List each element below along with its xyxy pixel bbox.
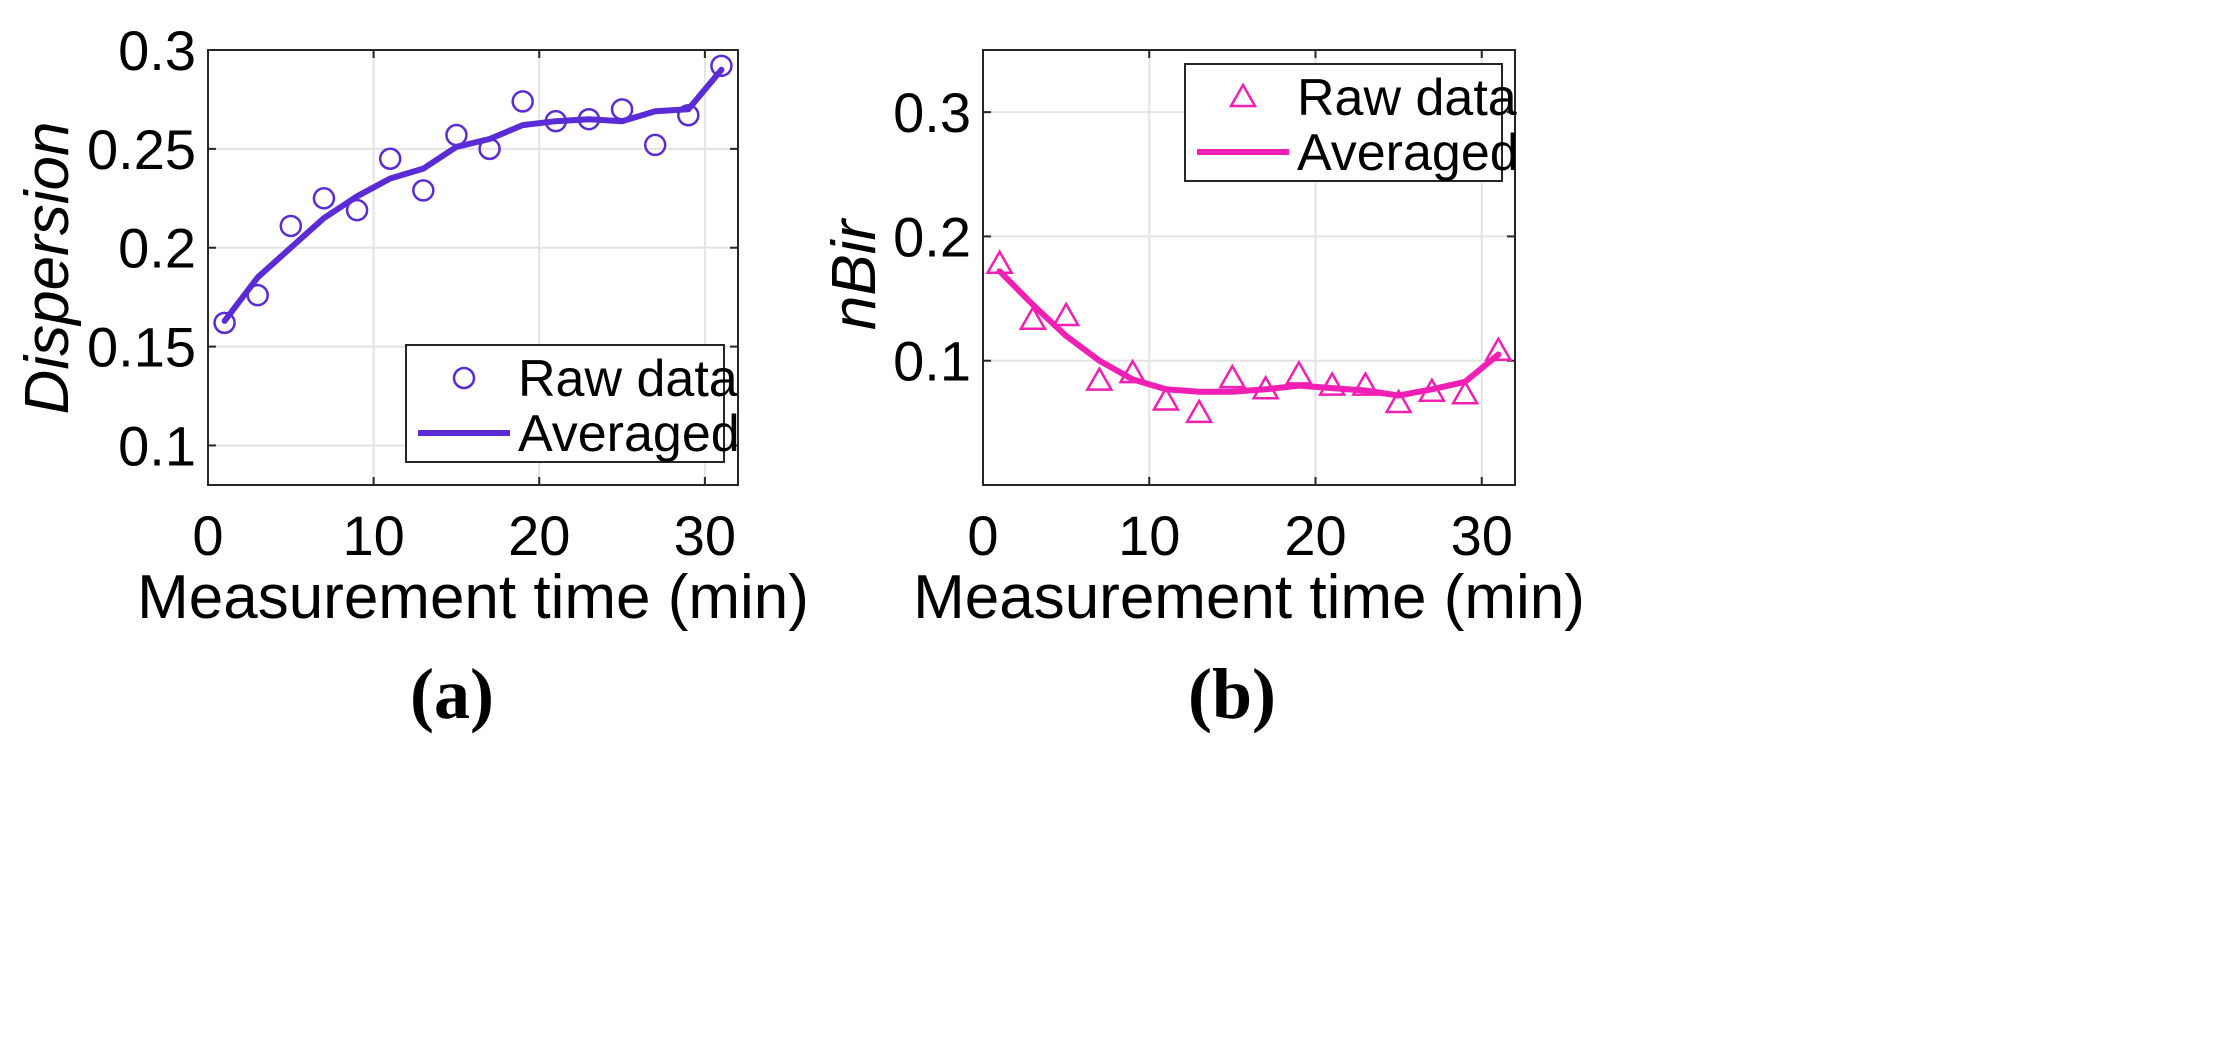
chart1-averaged-line bbox=[996, 268, 1502, 399]
chart1-raw-point-1 bbox=[1018, 305, 1048, 330]
chart0-raw-point-7 bbox=[445, 123, 468, 147]
chart1-panel-label: (b) bbox=[1188, 654, 1276, 734]
chart1-raw-point-2 bbox=[1051, 301, 1081, 327]
chart1-raw-point-5 bbox=[1151, 385, 1181, 411]
chart1-raw-point-4 bbox=[1118, 358, 1147, 384]
chart0-x-tick-label-3: 30 bbox=[674, 504, 736, 567]
chart1-y-tick-label-0: 0.1 bbox=[893, 330, 971, 393]
chart0-raw-point-5 bbox=[378, 147, 402, 170]
chart0-raw-point-15 bbox=[710, 54, 733, 78]
chart1-raw-point-14 bbox=[1450, 379, 1480, 405]
chart0-y-tick-label-0: 0.1 bbox=[118, 414, 196, 477]
chart1-raw-point-3 bbox=[1085, 366, 1114, 391]
chart1-legend-averaged-label: Averaged bbox=[1297, 124, 1519, 182]
chart0-raw-point-12 bbox=[610, 98, 634, 121]
chart0-raw-point-14 bbox=[677, 104, 700, 127]
chart1-raw-point-9 bbox=[1284, 359, 1314, 385]
chart1-y-axis-label: nBir bbox=[820, 218, 889, 331]
chart0-legend-raw-label: Raw data bbox=[518, 350, 738, 408]
chart1-legend-box bbox=[1184, 63, 1503, 182]
chart0-raw-point-0 bbox=[213, 311, 236, 335]
chart1-raw-point-12 bbox=[1384, 388, 1413, 414]
panel-a: 0 10 20 30 0.1 0.15 0.2 0.25 0.3 Measurement time… bbox=[13, 19, 809, 734]
chart0-raw-point-6 bbox=[412, 179, 435, 202]
chart0-y-axis-label: Dispersion bbox=[13, 122, 82, 415]
chart1-x-tick-label-2: 20 bbox=[1284, 504, 1346, 567]
chart1-raw-point-15 bbox=[1484, 336, 1513, 362]
chart0-y-tick-label-2: 0.2 bbox=[118, 217, 196, 280]
chart0-raw-point-2 bbox=[279, 214, 303, 238]
chart1-y-tick-label-1: 0.2 bbox=[893, 205, 971, 268]
chart1-raw-point-6 bbox=[1184, 398, 1214, 424]
chart0-legend-box bbox=[405, 344, 725, 463]
chart1-raw-point-7 bbox=[1218, 363, 1247, 389]
chart1-raw-point-0 bbox=[985, 249, 1014, 275]
chart0-panel-label: (a) bbox=[410, 654, 494, 734]
chart0-axes-box bbox=[207, 49, 739, 486]
chart1-x-axis-label: Measurement time (min) bbox=[913, 563, 1585, 632]
chart0-raw-point-1 bbox=[246, 283, 269, 307]
chart1-raw-point-8 bbox=[1251, 374, 1280, 400]
chart0-legend-averaged-label: Averaged bbox=[518, 405, 740, 463]
chart0-raw-point-9 bbox=[511, 90, 534, 113]
chart1-legend-raw-label: Raw data bbox=[1297, 69, 1517, 127]
chart0-x-tick-label-0: 0 bbox=[192, 504, 223, 567]
chart1-raw-point-11 bbox=[1351, 371, 1380, 396]
chart0-x-tick-label-2: 20 bbox=[508, 504, 570, 567]
chart1-x-tick-label-1: 10 bbox=[1118, 504, 1180, 567]
chart0-raw-point-8 bbox=[478, 137, 501, 161]
chart1-x-tick-label-3: 30 bbox=[1451, 504, 1513, 567]
chart1-raw-point-13 bbox=[1417, 377, 1447, 403]
chart0-x-axis-label: Measurement time (min) bbox=[137, 563, 809, 632]
chart1-axes-box bbox=[982, 49, 1516, 486]
chart1-raw-point-10 bbox=[1317, 371, 1347, 396]
chart0-raw-point-13 bbox=[643, 133, 667, 157]
chart1-x-tick-label-0: 0 bbox=[967, 504, 998, 567]
chart0-legend-raw-marker bbox=[452, 366, 476, 390]
chart0-x-tick-label-1: 10 bbox=[342, 504, 404, 567]
panel-b: 0 10 20 30 0.1 0.2 0.3 Measurement time (min) nB… bbox=[820, 49, 1585, 734]
chart0-y-tick-label-4: 0.3 bbox=[118, 19, 196, 82]
chart0-raw-point-10 bbox=[544, 109, 568, 133]
chart0-y-tick-label-1: 0.15 bbox=[87, 316, 196, 379]
chart0-y-tick-label-3: 0.25 bbox=[87, 118, 196, 181]
chart1-y-tick-label-2: 0.3 bbox=[893, 81, 971, 144]
chart1-legend-raw-marker bbox=[1228, 82, 1258, 108]
chart0-raw-point-11 bbox=[577, 107, 601, 131]
chart0-averaged-line bbox=[221, 66, 725, 324]
chart0-raw-point-4 bbox=[345, 198, 369, 222]
chart0-raw-point-3 bbox=[312, 187, 336, 210]
